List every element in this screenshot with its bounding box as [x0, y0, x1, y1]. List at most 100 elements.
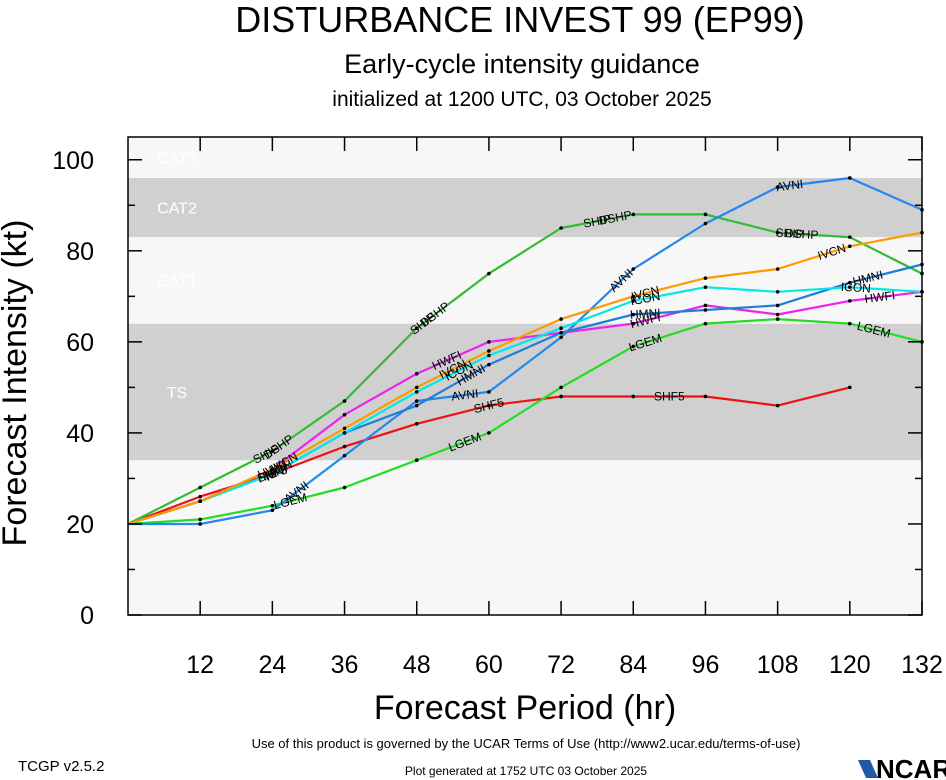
data-point-shf5 [775, 403, 780, 408]
series-line-icon [127, 286, 923, 526]
data-point-shf5 [198, 494, 202, 499]
x-tick-label: 36 [331, 651, 359, 679]
y-tick-label: 100 [52, 147, 94, 175]
data-point-dshp [487, 271, 491, 276]
data-point-avni [342, 453, 347, 458]
x-tick-label: 120 [829, 651, 871, 679]
series-label-icon: ICON [629, 289, 661, 308]
series-label-ship: SHIP [775, 225, 804, 241]
data-point-lgem [198, 517, 202, 522]
data-point-avni [414, 399, 419, 403]
y-tick-label: 0 [80, 602, 94, 630]
data-point-hmni [414, 403, 419, 408]
data-point-dshp [342, 399, 347, 403]
data-point-avni [198, 522, 202, 526]
data-point-icon [487, 353, 491, 358]
ncar-logo-mark [858, 760, 878, 778]
data-point-icon [848, 285, 852, 290]
series-label-icon: ICON [840, 280, 871, 296]
data-point-ivcn [198, 499, 202, 503]
data-point-icon [342, 431, 347, 435]
x-tick-label: 72 [547, 651, 575, 679]
data-point-icon [559, 326, 563, 331]
data-point-lgem [414, 458, 419, 463]
plot-generated: Plot generated at 1752 UTC 03 October 20… [405, 764, 647, 778]
data-point-hmni [848, 280, 852, 285]
band-cat2 [128, 177, 922, 238]
data-point-hmni [559, 330, 563, 335]
data-point-shf5 [703, 394, 708, 399]
data-point-shf5 [487, 403, 491, 408]
data-point-ivcn [414, 385, 419, 390]
data-point-hmni [487, 362, 491, 367]
y-tick-label: 20 [66, 511, 94, 539]
data-point-dshp [703, 212, 708, 217]
series-label-ivcn: IVCN [630, 283, 661, 304]
data-point-avni [559, 335, 563, 340]
data-point-dshp [198, 485, 202, 490]
x-tick-label: 48 [403, 651, 431, 679]
data-point-avni [775, 185, 780, 189]
terms-of-use: Use of this product is governed by the U… [252, 736, 801, 751]
series-label-hwfi: HWFI [864, 288, 896, 306]
band-cat3 [128, 137, 922, 178]
data-point-dshp [775, 230, 780, 235]
series-label-dshp: DSHP [785, 226, 819, 242]
data-point-hmni [775, 303, 780, 308]
plot-background [128, 460, 922, 615]
data-point-hmni [631, 312, 636, 317]
band-label-cat3: CAT3 [157, 150, 197, 167]
data-point-icon [414, 390, 419, 394]
data-point-lgem [631, 344, 636, 349]
chart-subtitle: Early-cycle intensity guidance [344, 49, 700, 79]
data-point-lgem [559, 385, 563, 390]
data-point-icon [631, 299, 636, 303]
y-tick-label: 80 [66, 238, 94, 266]
data-point-dshp [270, 449, 275, 453]
series-label-shf5: SHF5 [654, 389, 685, 403]
series-line-lgem [127, 318, 923, 526]
data-point-shf5 [848, 385, 852, 390]
x-tick-label: 96 [692, 651, 720, 679]
data-point-dshp [414, 326, 419, 331]
data-point-ivcn [342, 426, 347, 431]
x-tick-label: 12 [186, 651, 214, 679]
data-point-dshp [631, 212, 636, 217]
data-point-dshp [848, 235, 852, 239]
data-point-shf5 [414, 422, 419, 426]
data-point-lgem [487, 431, 491, 435]
data-point-hwfi [703, 303, 708, 308]
data-point-lgem [703, 321, 708, 326]
data-point-lgem [270, 503, 275, 508]
chart-title: DISTURBANCE INVEST 99 (EP99) [235, 0, 805, 40]
data-point-lgem [342, 485, 347, 490]
x-tick-label: 84 [619, 651, 647, 679]
data-point-ivcn [270, 467, 275, 472]
data-point-shf5 [559, 394, 563, 399]
series-line-ivcn [127, 231, 923, 526]
x-tick-label: 60 [475, 651, 503, 679]
band-label-cat2: CAT2 [157, 201, 197, 218]
band-label-cat1: CAT1 [157, 273, 197, 290]
data-point-ivcn [559, 317, 563, 321]
y-axis-title: Forecast Intensity (kt) [0, 220, 34, 547]
data-point-ivcn [848, 244, 852, 249]
data-point-shf5 [342, 444, 347, 449]
series-label-hmni: HMNI [630, 306, 661, 322]
data-point-icon [775, 289, 780, 294]
data-point-hwfi [342, 412, 347, 417]
data-point-ivcn [631, 294, 636, 299]
data-point-icon [703, 285, 708, 290]
data-point-lgem [848, 321, 852, 326]
x-tick-label: 108 [757, 651, 799, 679]
data-point-hwfi [775, 312, 780, 317]
y-tick-label: 60 [66, 329, 94, 357]
data-point-hwfi [848, 299, 852, 303]
data-point-shf5 [631, 394, 636, 399]
data-point-avni [487, 390, 491, 394]
data-point-avni [703, 221, 708, 226]
series-label-ship: SHIP [582, 212, 612, 231]
data-point-hwfi [631, 321, 636, 326]
plot-frame [127, 136, 923, 616]
